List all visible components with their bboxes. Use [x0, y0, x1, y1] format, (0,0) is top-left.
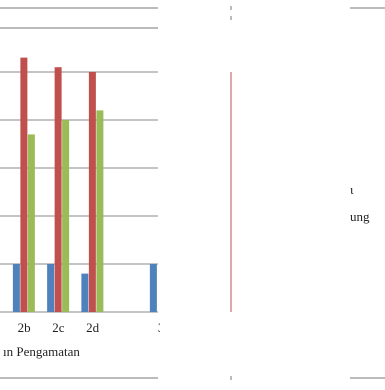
x-tick-label: 2c: [52, 320, 65, 335]
bar: [149, 264, 157, 312]
x-tick-label: 3: [158, 320, 165, 335]
x-axis-label: ın Pengamatan: [3, 344, 80, 359]
bar: [88, 72, 96, 312]
bar: [54, 67, 62, 312]
bar: [47, 264, 55, 312]
bar: [12, 264, 20, 312]
bar: [96, 110, 104, 313]
x-tick-label: 2b: [18, 320, 31, 335]
bar: [27, 134, 35, 312]
bar: [81, 273, 89, 312]
plot: 2b 2c 2d 3: [0, 57, 165, 335]
x-tick-label: 2d: [86, 320, 100, 335]
legend-fragment: ι: [350, 182, 354, 197]
bar: [20, 57, 28, 312]
bar: [62, 120, 70, 312]
legend-fragment: ung: [350, 209, 370, 224]
